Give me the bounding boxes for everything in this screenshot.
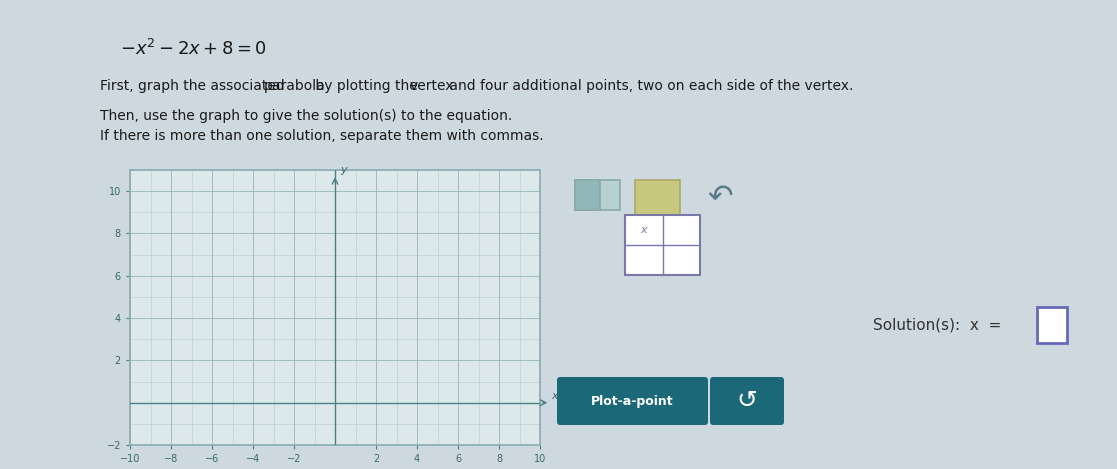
- Polygon shape: [575, 180, 620, 210]
- Text: and four additional points, two on each side of the vertex.: and four additional points, two on each …: [446, 79, 853, 93]
- Text: parabola: parabola: [264, 79, 325, 93]
- Polygon shape: [634, 180, 680, 215]
- Text: vertex: vertex: [410, 79, 455, 93]
- FancyBboxPatch shape: [557, 377, 708, 425]
- Text: Plot-a-point: Plot-a-point: [591, 394, 674, 408]
- Text: by plotting the: by plotting the: [311, 79, 422, 93]
- FancyBboxPatch shape: [710, 377, 784, 425]
- Text: ↺: ↺: [736, 389, 757, 413]
- Text: x: x: [551, 391, 557, 401]
- Text: First, graph the associated: First, graph the associated: [101, 79, 289, 93]
- FancyBboxPatch shape: [1037, 307, 1067, 343]
- Text: $-x^2 - 2x + 8 = 0$: $-x^2 - 2x + 8 = 0$: [120, 39, 267, 59]
- Text: ↶: ↶: [707, 183, 733, 212]
- Text: y: y: [340, 165, 346, 175]
- FancyBboxPatch shape: [626, 215, 700, 275]
- Polygon shape: [575, 180, 600, 210]
- Text: x: x: [640, 225, 647, 235]
- Text: Then, use the graph to give the solution(s) to the equation.: Then, use the graph to give the solution…: [101, 109, 513, 123]
- Text: If there is more than one solution, separate them with commas.: If there is more than one solution, sepa…: [101, 129, 544, 143]
- Text: Solution(s):  x  =: Solution(s): x =: [873, 318, 1001, 333]
